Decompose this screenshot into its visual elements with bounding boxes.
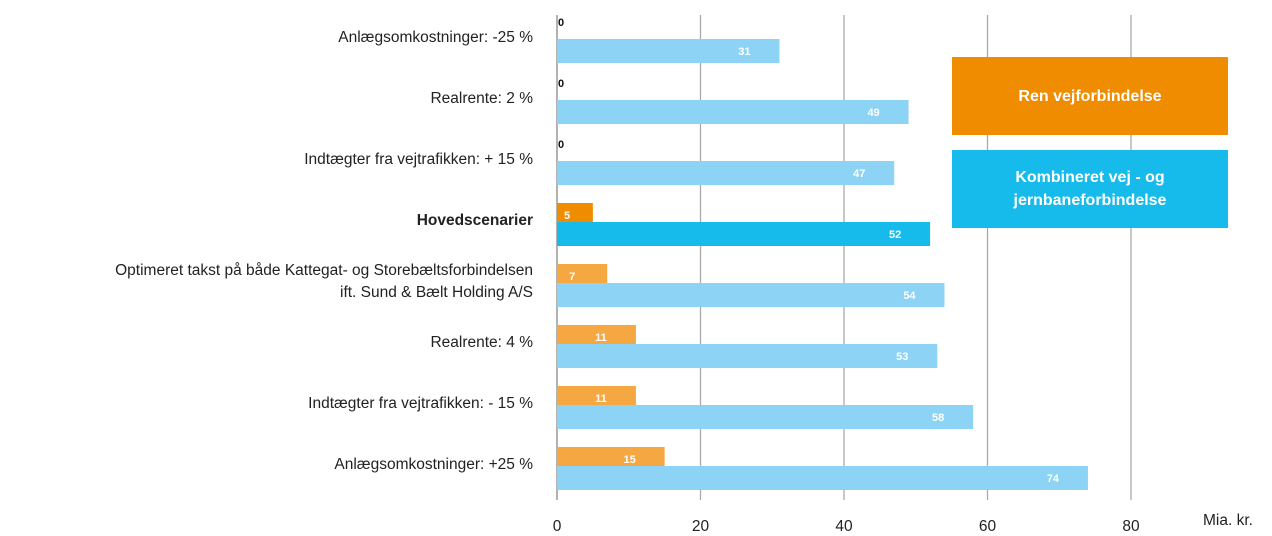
value-label: 53: [896, 351, 908, 363]
legend-item: Kombineret vej - og jernbaneforbindelse: [952, 150, 1228, 228]
category-label: Anlægsomkostninger: +25 %: [334, 456, 533, 473]
bar: [557, 39, 780, 63]
x-tick-label: 20: [692, 518, 710, 535]
bar: [557, 100, 909, 124]
value-label: 15: [624, 454, 636, 466]
x-tick-label: 0: [553, 518, 562, 535]
x-tick-label: 60: [979, 518, 997, 535]
value-label: 58: [932, 412, 944, 424]
x-tick-label: 80: [1122, 518, 1140, 535]
bar: [557, 466, 1088, 490]
x-unit-label: Mia. kr.: [1203, 512, 1253, 529]
value-label: 11: [595, 393, 607, 405]
value-label: 52: [889, 229, 901, 241]
value-label: 11: [595, 332, 607, 344]
legend-item: Ren vejforbindelse: [952, 57, 1228, 135]
category-label: Anlægsomkostninger: -25 %: [338, 29, 533, 46]
value-label: 31: [738, 46, 750, 58]
value-label: 0: [558, 78, 564, 90]
category-label: Realrente: 4 %: [430, 334, 533, 351]
value-label: 49: [867, 107, 879, 119]
category-label: Indtægter fra vejtrafikken: + 15 %: [304, 151, 533, 168]
value-label: 54: [903, 290, 916, 302]
value-label: 5: [564, 210, 570, 222]
bar: [557, 405, 974, 429]
category-label: Indtægter fra vejtrafikken: - 15 %: [308, 395, 533, 412]
category-label: Hovedscenarier: [416, 212, 533, 229]
bar: [557, 283, 945, 307]
value-label: 0: [558, 139, 564, 151]
value-label: 0: [558, 17, 564, 29]
bar: [557, 161, 895, 185]
category-label: Optimeret takst på både Kattegat- og Sto…: [115, 262, 533, 301]
value-label: 7: [569, 271, 575, 283]
bar: [557, 344, 938, 368]
x-tick-label: 40: [835, 518, 853, 535]
category-label: Realrente: 2 %: [430, 90, 533, 107]
bar: [557, 222, 931, 246]
value-label: 74: [1047, 473, 1060, 485]
value-label: 47: [853, 168, 865, 180]
